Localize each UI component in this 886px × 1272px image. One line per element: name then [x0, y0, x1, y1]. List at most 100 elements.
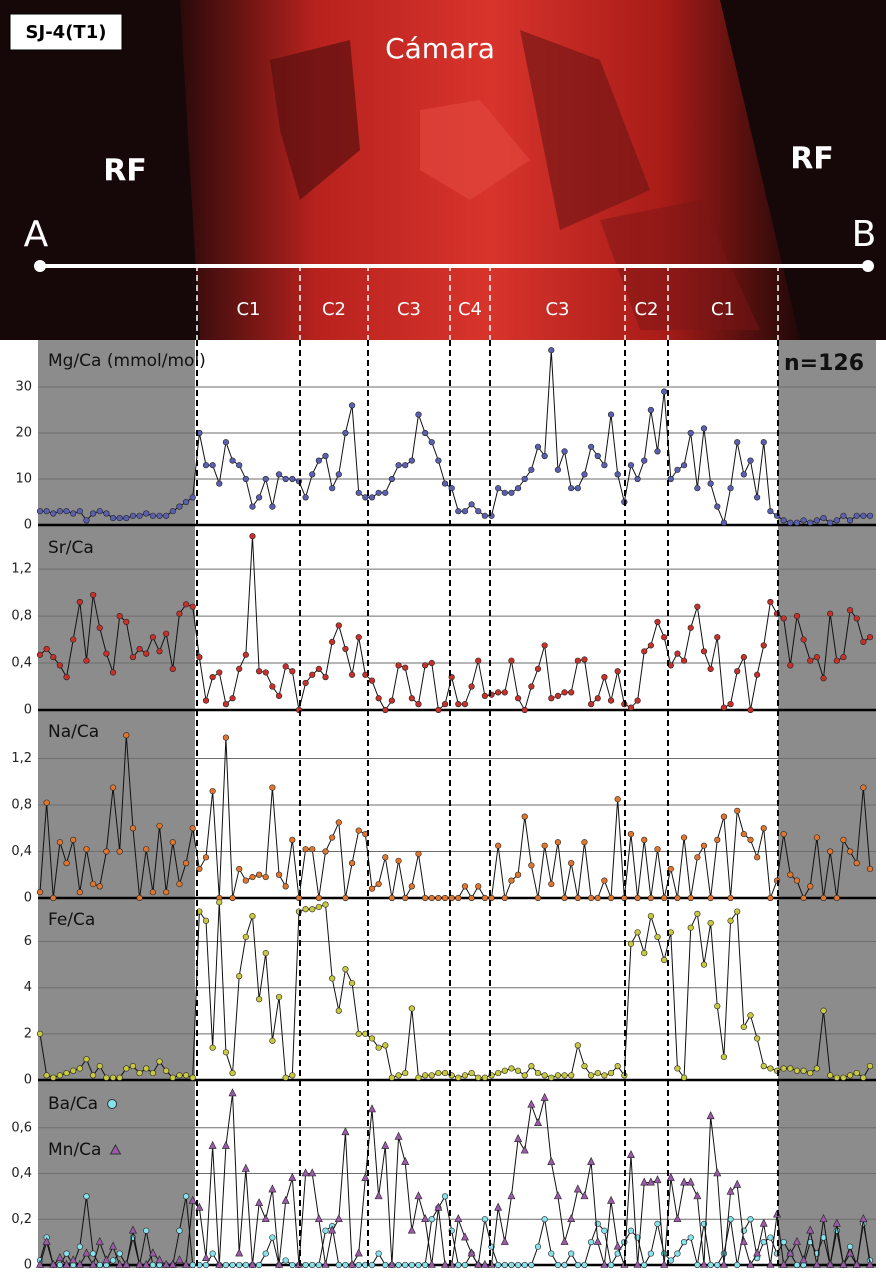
data-point [128, 1225, 137, 1234]
data-point [461, 1072, 469, 1079]
data-point [601, 674, 608, 681]
data-point [554, 839, 562, 846]
y-tick-label: 0 [24, 1073, 32, 1088]
data-point [720, 1053, 728, 1061]
data-point [90, 1072, 97, 1079]
data-point [109, 1241, 118, 1250]
data-point [148, 1248, 157, 1257]
data-point [674, 650, 681, 657]
data-point [315, 894, 322, 902]
data-point [182, 1072, 190, 1079]
data-point [840, 654, 847, 661]
data-point [408, 695, 415, 702]
data-point [714, 634, 721, 641]
data-point [734, 439, 741, 446]
data-point [242, 651, 249, 658]
data-point [574, 894, 581, 902]
data-point [687, 924, 694, 931]
data-point [574, 657, 581, 664]
y-tick-label: 0 [24, 1258, 32, 1272]
data-point [613, 1241, 622, 1250]
data-point [315, 457, 322, 464]
data-point [727, 485, 734, 492]
data-point [427, 1259, 436, 1268]
data-point [142, 1259, 151, 1268]
data-point [103, 848, 110, 855]
data-point [548, 695, 555, 702]
y-tick-label: 0,8 [11, 798, 32, 813]
data-point [262, 669, 269, 676]
data-point [588, 1072, 595, 1079]
data-point [587, 1156, 596, 1165]
data-point [355, 827, 362, 834]
data-point [249, 533, 256, 540]
data-point [554, 692, 562, 700]
data-point [149, 512, 156, 519]
data-point [335, 1261, 342, 1269]
data-point [69, 1255, 78, 1264]
data-point [182, 498, 190, 506]
data-point [720, 704, 728, 711]
data-point [780, 1065, 787, 1072]
y-tick-label: 1,2 [11, 562, 32, 577]
data-point [846, 517, 854, 524]
data-point [720, 1250, 728, 1257]
data-point [448, 894, 455, 902]
y-tick-label: 2 [24, 1026, 32, 1041]
data-point [90, 591, 97, 599]
data-point [368, 885, 376, 892]
data-point [209, 1044, 216, 1051]
data-point [508, 489, 515, 496]
data-point [607, 1261, 615, 1269]
data-point [475, 657, 482, 664]
data-point [289, 836, 296, 843]
data-point [674, 1065, 681, 1072]
data-point [308, 1168, 317, 1177]
data-point [256, 871, 263, 878]
data-point [495, 485, 502, 492]
data-point [76, 1243, 83, 1250]
data-point [560, 1236, 569, 1245]
data-point [740, 654, 747, 661]
data-point [747, 1012, 754, 1019]
data-point [435, 1069, 442, 1077]
data-point [832, 1218, 841, 1227]
data-point [195, 1202, 204, 1211]
data-point [309, 846, 316, 853]
data-point [348, 860, 356, 867]
data-point [621, 894, 628, 902]
data-point [680, 657, 688, 664]
data-point [342, 429, 349, 437]
data-point [289, 475, 296, 483]
data-point [43, 799, 50, 806]
data-point [268, 1184, 277, 1193]
data-point [63, 1250, 70, 1257]
data-point [580, 1191, 589, 1200]
data-point [548, 1074, 555, 1081]
data-point [827, 848, 834, 855]
data-point [694, 603, 701, 610]
data-point [162, 1259, 171, 1268]
data-point [302, 1261, 309, 1269]
data-point [216, 669, 223, 676]
data-point [368, 1261, 376, 1269]
data-point [588, 1239, 595, 1246]
data-point [249, 873, 256, 881]
rf-label: RF [790, 142, 834, 177]
data-point [455, 701, 462, 708]
data-point [309, 906, 316, 913]
data-point [475, 1074, 482, 1081]
data-point [495, 1261, 502, 1269]
data-point [189, 603, 196, 610]
data-point [747, 836, 754, 843]
data-point [766, 1259, 775, 1268]
data-point [422, 1261, 429, 1269]
data-point [70, 510, 77, 517]
data-point [581, 471, 588, 478]
data-point [700, 648, 708, 655]
data-point [754, 671, 761, 678]
micrograph: SJ-4(T1) Cámara RF RF A B [0, 0, 886, 340]
data-point [653, 1175, 662, 1184]
data-point [50, 1074, 57, 1081]
data-point [56, 1261, 64, 1269]
